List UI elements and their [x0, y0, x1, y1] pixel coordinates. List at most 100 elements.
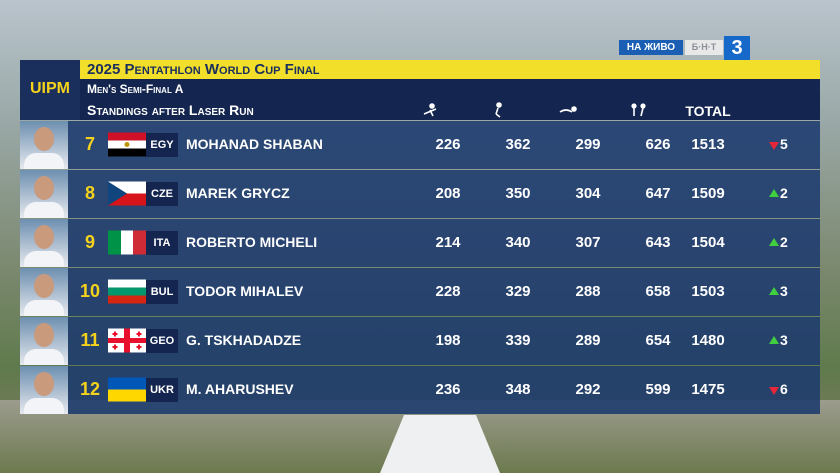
total: 1509: [691, 185, 725, 202]
country-code: CZE: [146, 182, 178, 206]
athlete-name: MOHANAD SHABAN: [186, 136, 323, 152]
athlete-head: [34, 225, 54, 249]
athlete-head: [34, 176, 54, 200]
flag-geo: [108, 328, 146, 353]
score: 307: [575, 234, 601, 251]
athlete-photo: [20, 121, 68, 169]
total: 1475: [691, 381, 725, 398]
standing-row: 12 UKR M. AHARUSHEV 236 348 292 599 1475 6: [20, 366, 820, 414]
athlete-photo: [20, 317, 68, 365]
standing-row: 8 CZE MAREK GRYCZ 208 350 304 647 1509 2: [20, 170, 820, 218]
score: 236: [435, 381, 461, 398]
score: 304: [575, 185, 601, 202]
score: 350: [505, 185, 531, 202]
channel-logo: 3: [724, 36, 750, 60]
score: 647: [645, 185, 671, 202]
change-value: 3: [780, 332, 788, 348]
country-code: GEO: [146, 329, 178, 353]
change-arrow: [769, 238, 779, 246]
total: 1480: [691, 332, 725, 349]
subheader-bar: [80, 79, 820, 120]
athlete-body: [24, 251, 64, 267]
score: 198: [435, 332, 461, 349]
flag-ita: [108, 230, 146, 255]
score: 226: [435, 136, 461, 153]
athlete-name: MAREK GRYCZ: [186, 185, 290, 201]
athlete-name: G. TSKHADADZE: [186, 332, 302, 348]
score: 214: [435, 234, 461, 251]
flag-egy: [108, 132, 146, 157]
score: 299: [575, 136, 601, 153]
discipline-icons: [423, 102, 646, 118]
change-value: 6: [780, 381, 788, 397]
country-code: ITA: [146, 231, 178, 255]
standing-row: 9 ITA ROBERTO MICHELI 214 340 307 643 1504 2: [20, 219, 820, 267]
rank: 8: [84, 183, 95, 203]
rank: 12: [79, 379, 101, 399]
score: 348: [505, 381, 531, 398]
flag-ukr: [108, 377, 146, 402]
score: 292: [575, 381, 601, 398]
heading: Standings after Laser Run: [87, 102, 254, 118]
change-arrow: [769, 142, 779, 150]
total: 1504: [691, 234, 725, 251]
athlete-name: ROBERTO MICHELI: [186, 234, 318, 250]
logo: UIPM: [30, 80, 70, 97]
athlete-body: [24, 398, 64, 414]
fencing-icon: [423, 103, 437, 117]
athlete-photo: [20, 366, 68, 414]
subtitle: Men's Semi-Final A: [87, 82, 184, 96]
flag-cze: [108, 181, 146, 206]
rank: 10: [79, 281, 101, 301]
score: 626: [645, 136, 671, 153]
score: 228: [435, 283, 461, 300]
athlete-photo: [20, 170, 68, 218]
athlete-photo: [20, 219, 68, 267]
country-code: UKR: [146, 378, 178, 402]
country-code: EGY: [146, 133, 178, 157]
athlete-head: [34, 372, 54, 396]
athlete-photo: [20, 268, 68, 316]
athlete-head: [34, 323, 54, 347]
rank: 7: [84, 134, 95, 154]
score: 288: [575, 283, 601, 300]
score: 599: [645, 381, 671, 398]
logo-box: [20, 60, 80, 120]
change-value: 2: [780, 185, 788, 201]
network-badge: Б·Н·Т: [685, 40, 723, 55]
total: 1503: [691, 283, 725, 300]
obstacle-icon: [495, 102, 502, 118]
score: 208: [435, 185, 461, 202]
athlete-head: [34, 127, 54, 151]
athlete-body: [24, 153, 64, 169]
athlete-name: TODOR MIHALEV: [186, 283, 304, 299]
change-value: 3: [780, 283, 788, 299]
change-arrow: [769, 189, 779, 197]
score: 340: [505, 234, 531, 251]
score: 658: [645, 283, 671, 300]
score: 654: [645, 332, 671, 349]
athlete-name: M. AHARUSHEV: [186, 381, 294, 397]
standing-row: 7 EGY MOHANAD SHABAN 226 362 299 626 1513 5: [20, 121, 820, 169]
country-code: BUL: [146, 280, 178, 304]
athlete-body: [24, 300, 64, 316]
total-header: TOTAL: [685, 103, 731, 119]
flags: [108, 132, 146, 402]
athlete-body: [24, 202, 64, 218]
change-arrow: [769, 287, 779, 295]
rank: 11: [80, 330, 100, 350]
score: 362: [505, 136, 531, 153]
standing-row: 11 GEO G. TSKHADADZE 198 339 289 654 1480 3: [20, 317, 820, 365]
athlete-body: [24, 349, 64, 365]
score: 289: [575, 332, 601, 349]
laser-run-icon: [631, 103, 646, 117]
flag-bul: [108, 279, 146, 304]
score: 339: [505, 332, 531, 349]
title: 2025 Pentathlon World Cup Final: [87, 61, 320, 78]
change-arrow: [769, 336, 779, 344]
score: 329: [505, 283, 531, 300]
change-value: 2: [780, 234, 788, 250]
score: 643: [645, 234, 671, 251]
swimming-icon: [559, 106, 577, 113]
